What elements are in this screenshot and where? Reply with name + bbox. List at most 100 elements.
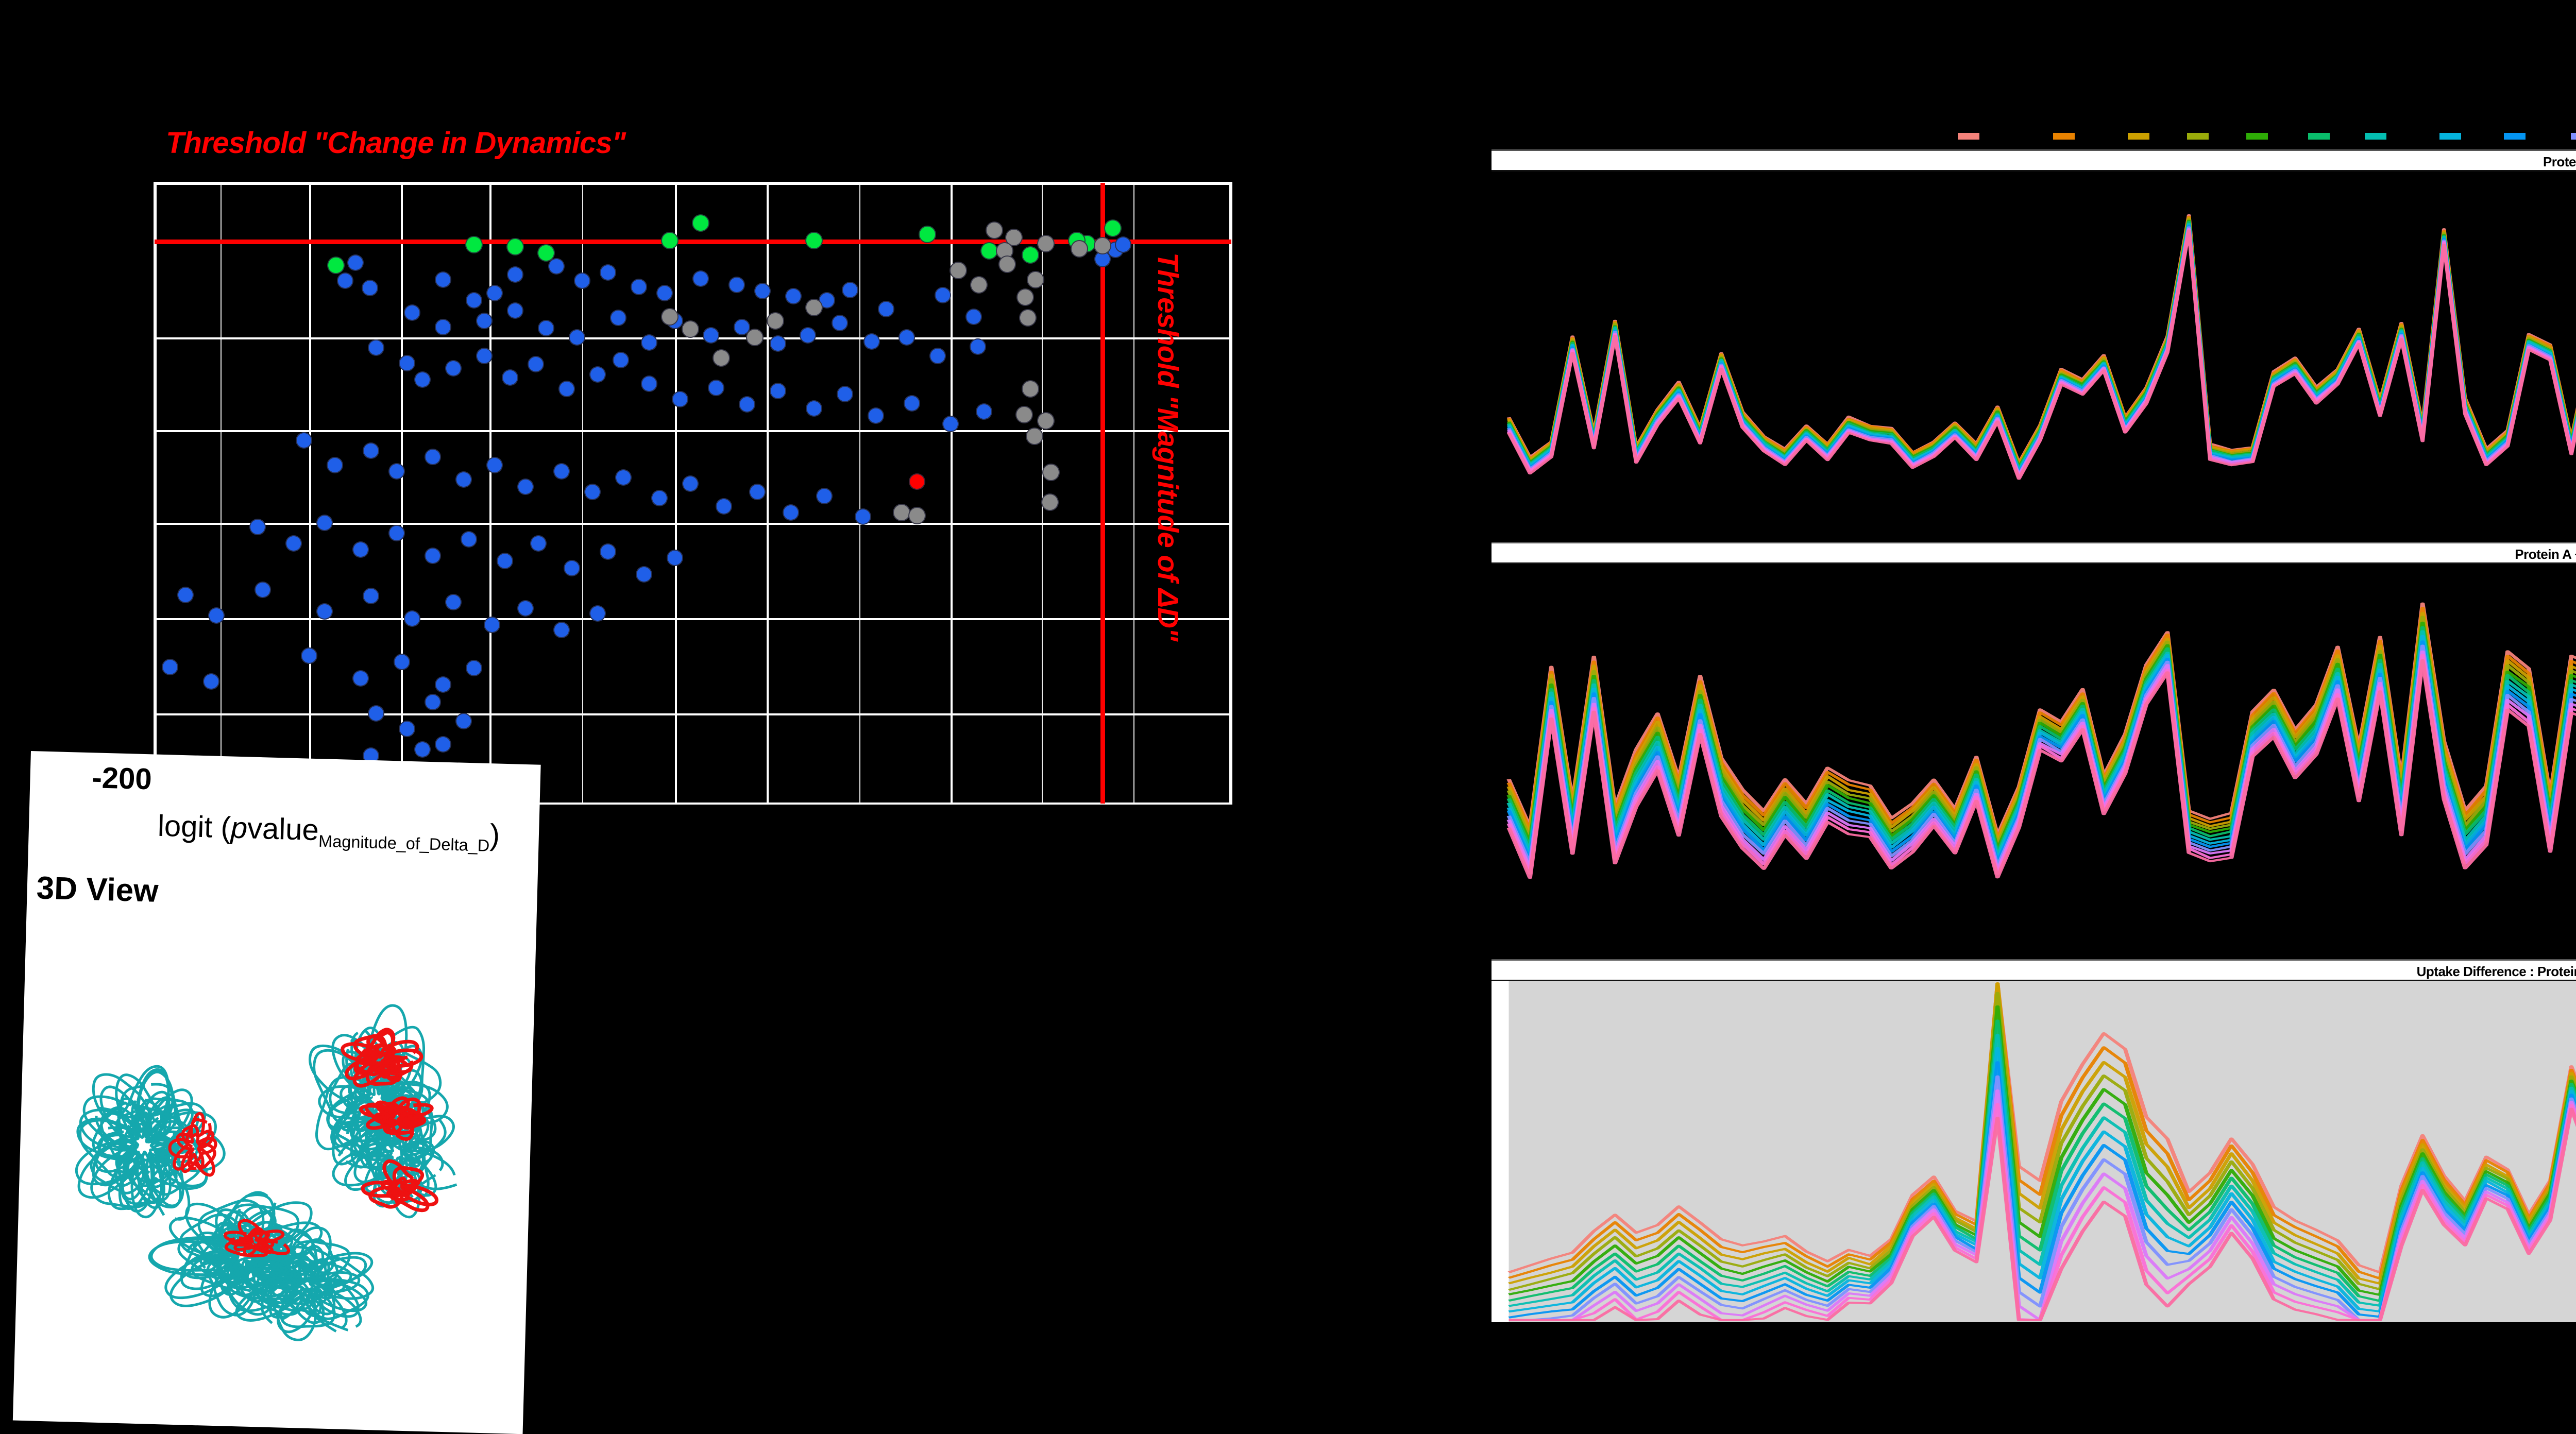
scatter-point[interactable] xyxy=(177,587,194,603)
scatter-point[interactable] xyxy=(613,352,629,368)
volcano-plot-area[interactable] xyxy=(154,182,1232,805)
3d-view-card[interactable]: -200 logit (pvalueMagnitude_of_Delta_D) … xyxy=(12,751,541,1434)
scatter-point[interactable] xyxy=(929,348,946,364)
scatter-point[interactable] xyxy=(414,371,431,388)
scatter-point[interactable] xyxy=(363,442,379,459)
scatter-point[interactable] xyxy=(589,366,606,383)
scatter-point[interactable] xyxy=(208,607,225,624)
panel-uptake-difference[interactable]: Uptake Difference : Protein A - (Protein… xyxy=(1492,959,2576,1322)
scatter-point[interactable] xyxy=(641,334,657,351)
scatter-point[interactable] xyxy=(425,548,441,564)
scatter-point[interactable] xyxy=(162,659,178,675)
scatter-point[interactable] xyxy=(868,407,884,424)
scatter-point[interactable] xyxy=(528,356,544,372)
scatter-point[interactable] xyxy=(950,262,967,279)
scatter-point[interactable] xyxy=(537,244,555,262)
scatter-point[interactable] xyxy=(855,508,871,525)
scatter-point[interactable] xyxy=(445,594,462,610)
scatter-point[interactable] xyxy=(863,333,880,350)
scatter-point[interactable] xyxy=(435,271,451,288)
legend-swatch[interactable] xyxy=(2053,133,2075,140)
scatter-point[interactable] xyxy=(425,449,441,465)
scatter-point[interactable] xyxy=(337,272,353,289)
scatter-point[interactable] xyxy=(800,327,816,344)
scatter-point[interactable] xyxy=(404,304,420,321)
scatter-point[interactable] xyxy=(301,647,317,664)
scatter-point[interactable] xyxy=(970,276,988,294)
scatter-point[interactable] xyxy=(739,396,755,413)
panel-body-protein-a[interactable] xyxy=(1492,172,2576,505)
scatter-point[interactable] xyxy=(692,270,709,287)
scatter-point[interactable] xyxy=(651,490,668,506)
scatter-point[interactable] xyxy=(507,266,523,283)
scatter-point[interactable] xyxy=(692,214,709,232)
scatter-point[interactable] xyxy=(388,463,405,480)
scatter-point[interactable] xyxy=(368,705,384,722)
scatter-point[interactable] xyxy=(465,236,483,253)
scatter-point[interactable] xyxy=(352,541,369,558)
scatter-point[interactable] xyxy=(893,504,910,521)
scatter-point[interactable] xyxy=(661,308,679,326)
scatter-point[interactable] xyxy=(749,484,766,500)
scatter-point[interactable] xyxy=(1094,237,1111,254)
scatter-point[interactable] xyxy=(285,535,302,552)
legend-swatch[interactable] xyxy=(2365,133,2386,140)
scatter-point[interactable] xyxy=(486,285,503,301)
scatter-point[interactable] xyxy=(296,432,312,449)
scatter-point[interactable] xyxy=(564,560,580,576)
scatter-point[interactable] xyxy=(1022,246,1039,264)
scatter-point[interactable] xyxy=(589,605,606,622)
scatter-point[interactable] xyxy=(878,301,894,317)
scatter-point[interactable] xyxy=(484,617,500,633)
scatter-point[interactable] xyxy=(249,519,266,535)
legend-swatch[interactable] xyxy=(2246,133,2268,140)
scatter-point[interactable] xyxy=(976,403,992,420)
scatter-point[interactable] xyxy=(600,264,616,281)
scatter-point[interactable] xyxy=(502,369,518,386)
timepoint-legend[interactable] xyxy=(1958,133,2576,143)
scatter-point[interactable] xyxy=(347,254,364,271)
scatter-point[interactable] xyxy=(600,543,616,560)
scatter-point[interactable] xyxy=(399,721,415,737)
scatter-point[interactable] xyxy=(785,288,802,304)
scatter-point[interactable] xyxy=(1019,309,1037,327)
panel-body-uptake-difference[interactable] xyxy=(1492,981,2576,1322)
scatter-point[interactable] xyxy=(728,277,745,293)
scatter-point[interactable] xyxy=(610,310,626,326)
legend-swatch[interactable] xyxy=(2308,133,2330,140)
scatter-point[interactable] xyxy=(466,660,482,676)
scatter-point[interactable] xyxy=(672,391,688,407)
scatter-point[interactable] xyxy=(466,292,482,309)
scatter-point[interactable] xyxy=(517,479,534,495)
scatter-point[interactable] xyxy=(1016,288,1034,306)
scatter-point[interactable] xyxy=(255,582,271,598)
scatter-point[interactable] xyxy=(425,694,441,710)
scatter-point[interactable] xyxy=(734,319,750,335)
scatter-point[interactable] xyxy=(935,287,951,303)
panel-protein-a[interactable]: Protein A xyxy=(1492,149,2576,505)
scatter-point[interactable] xyxy=(363,588,379,604)
scatter-point[interactable] xyxy=(553,622,570,638)
scatter-point[interactable] xyxy=(461,531,477,548)
scatter-point[interactable] xyxy=(584,484,601,500)
scatter-point[interactable] xyxy=(754,283,771,299)
scatter-point[interactable] xyxy=(1037,412,1055,430)
scatter-point[interactable] xyxy=(455,713,472,729)
scatter-point[interactable] xyxy=(1015,406,1033,423)
scatter-point[interactable] xyxy=(970,338,986,355)
scatter-point[interactable] xyxy=(476,313,493,329)
legend-swatch[interactable] xyxy=(2504,133,2526,140)
scatter-point[interactable] xyxy=(1042,464,1060,481)
scatter-point[interactable] xyxy=(1071,240,1088,258)
scatter-point[interactable] xyxy=(837,386,853,402)
scatter-point[interactable] xyxy=(703,327,719,344)
scatter-point[interactable] xyxy=(904,395,920,412)
scatter-point[interactable] xyxy=(1104,219,1122,237)
scatter-point[interactable] xyxy=(783,504,799,521)
legend-swatch[interactable] xyxy=(2571,133,2576,140)
scatter-point[interactable] xyxy=(394,654,410,670)
scatter-point[interactable] xyxy=(615,469,632,486)
scatter-point[interactable] xyxy=(661,232,679,249)
scatter-point[interactable] xyxy=(445,360,462,377)
scatter-point[interactable] xyxy=(682,475,699,492)
